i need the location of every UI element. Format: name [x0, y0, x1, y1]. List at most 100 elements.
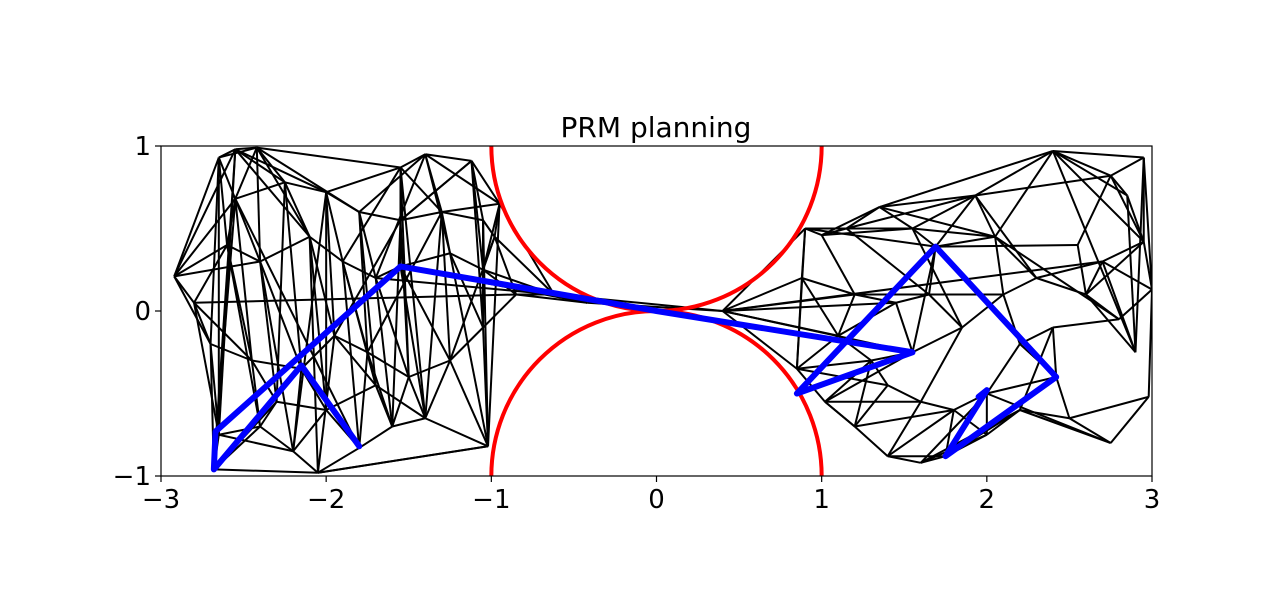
roadmap-edge	[292, 450, 319, 474]
roadmap-edge	[374, 153, 427, 279]
roadmap-edge	[911, 227, 937, 248]
roadmap-edge	[213, 468, 318, 474]
roadmap-edge	[399, 166, 443, 213]
roadmap-edge	[210, 343, 253, 362]
roadmap-edge	[1134, 157, 1145, 353]
x-tick-label: 0	[648, 485, 665, 515]
roadmap-edge	[449, 360, 489, 447]
roadmap-edge	[886, 401, 922, 457]
roadmap-edge	[374, 384, 394, 427]
roadmap-edge	[796, 359, 872, 370]
roadmap-edge	[173, 148, 237, 277]
roadmap-edge	[919, 327, 963, 403]
roadmap-edge	[408, 359, 451, 378]
roadmap-edge	[879, 149, 1054, 209]
roadmap-edge	[400, 252, 451, 268]
roadmap-edge	[440, 211, 452, 361]
roadmap-edge	[1076, 175, 1112, 246]
axes: −3 −2 −1 0 1 2 3 −1 0 1	[113, 132, 1161, 515]
roadmap-edge	[325, 191, 344, 262]
roadmap-edge	[193, 302, 253, 362]
roadmap-edge	[846, 194, 976, 230]
x-tick-label: 1	[813, 485, 830, 515]
roadmap-edge	[325, 384, 377, 411]
roadmap-edge	[961, 293, 1004, 329]
roadmap-edge	[1109, 175, 1128, 197]
roadmap-edge	[374, 277, 394, 427]
roadmap-edge	[284, 181, 327, 194]
roadmap-edge	[259, 235, 311, 263]
roadmap-edge	[292, 368, 303, 452]
roadmap-edge	[217, 157, 262, 262]
roadmap-edge	[853, 360, 873, 427]
roadmap-edge	[300, 335, 336, 370]
roadmap-edge	[1055, 376, 1071, 419]
roadmap-edge	[895, 302, 914, 353]
roadmap-edge	[173, 157, 220, 277]
roadmap-edge	[935, 244, 1078, 248]
roadmap-edge	[399, 266, 427, 419]
roadmap-edge	[1126, 195, 1137, 353]
roadmap-edge	[391, 417, 426, 428]
roadmap-edge	[193, 244, 228, 304]
roadmap-edge	[887, 455, 921, 464]
roadmap-edge	[424, 360, 451, 419]
roadmap-edge	[333, 334, 368, 354]
roadmap-edge	[256, 146, 401, 169]
roadmap-edge	[256, 147, 286, 183]
roadmap-edge	[974, 150, 1054, 197]
roadmap-edge	[887, 409, 955, 458]
roadmap-edge	[283, 182, 303, 369]
roadmap-edge	[1101, 261, 1137, 353]
roadmap-edge	[250, 359, 278, 403]
roadmap-edges	[173, 146, 1152, 474]
roadmap-edge	[317, 447, 360, 474]
planned-path	[210, 243, 1060, 473]
roadmap-edge	[193, 302, 220, 435]
roadmap-edge	[342, 260, 377, 279]
roadmap-edge	[325, 191, 360, 213]
roadmap-edge	[845, 206, 881, 230]
roadmap-edge	[309, 235, 344, 263]
roadmap-edge	[1142, 157, 1152, 290]
roadmap-edge	[1052, 149, 1144, 159]
roadmap-edge	[912, 194, 976, 230]
roadmap-edge	[173, 198, 237, 277]
roadmap-edge	[824, 400, 856, 428]
roadmap-edge	[308, 236, 336, 336]
roadmap-edge	[1019, 409, 1070, 420]
roadmap-edge	[1069, 395, 1149, 420]
roadmap-edge	[424, 153, 501, 205]
roadmap-edge	[259, 261, 295, 452]
roadmap-edge	[722, 277, 803, 312]
roadmap-edge	[470, 160, 485, 328]
roadmap-edge	[441, 202, 500, 213]
roadmap-edge	[374, 277, 410, 378]
roadmap-edge	[217, 157, 229, 246]
roadmap-edge	[482, 327, 490, 447]
roadmap-edge	[994, 235, 1120, 321]
roadmap-edge	[821, 206, 880, 236]
roadmap-edge	[1068, 417, 1112, 444]
roadmap-edge	[1036, 260, 1103, 279]
roadmap-edge	[879, 206, 996, 238]
path-line	[210, 243, 1060, 473]
roadmap-edge	[1052, 150, 1128, 197]
roadmap-edge	[325, 192, 336, 336]
roadmap-edge	[1142, 241, 1152, 290]
roadmap-edge	[482, 219, 496, 238]
roadmap-edge	[333, 335, 377, 386]
roadmap-edge	[234, 148, 327, 194]
roadmap-edge	[209, 157, 220, 345]
roadmap-edge	[1110, 156, 1145, 177]
roadmap-edge	[974, 195, 996, 238]
roadmap-edge	[399, 167, 427, 419]
roadmap-edge	[358, 153, 426, 213]
roadmap-edge	[174, 260, 261, 278]
roadmap-edge	[341, 166, 402, 263]
roadmap-edge	[341, 261, 377, 386]
roadmap-edge	[449, 326, 484, 362]
y-tick-label: −1	[113, 462, 151, 492]
roadmap-edge	[912, 227, 996, 238]
roadmap-edge	[1019, 409, 1112, 444]
